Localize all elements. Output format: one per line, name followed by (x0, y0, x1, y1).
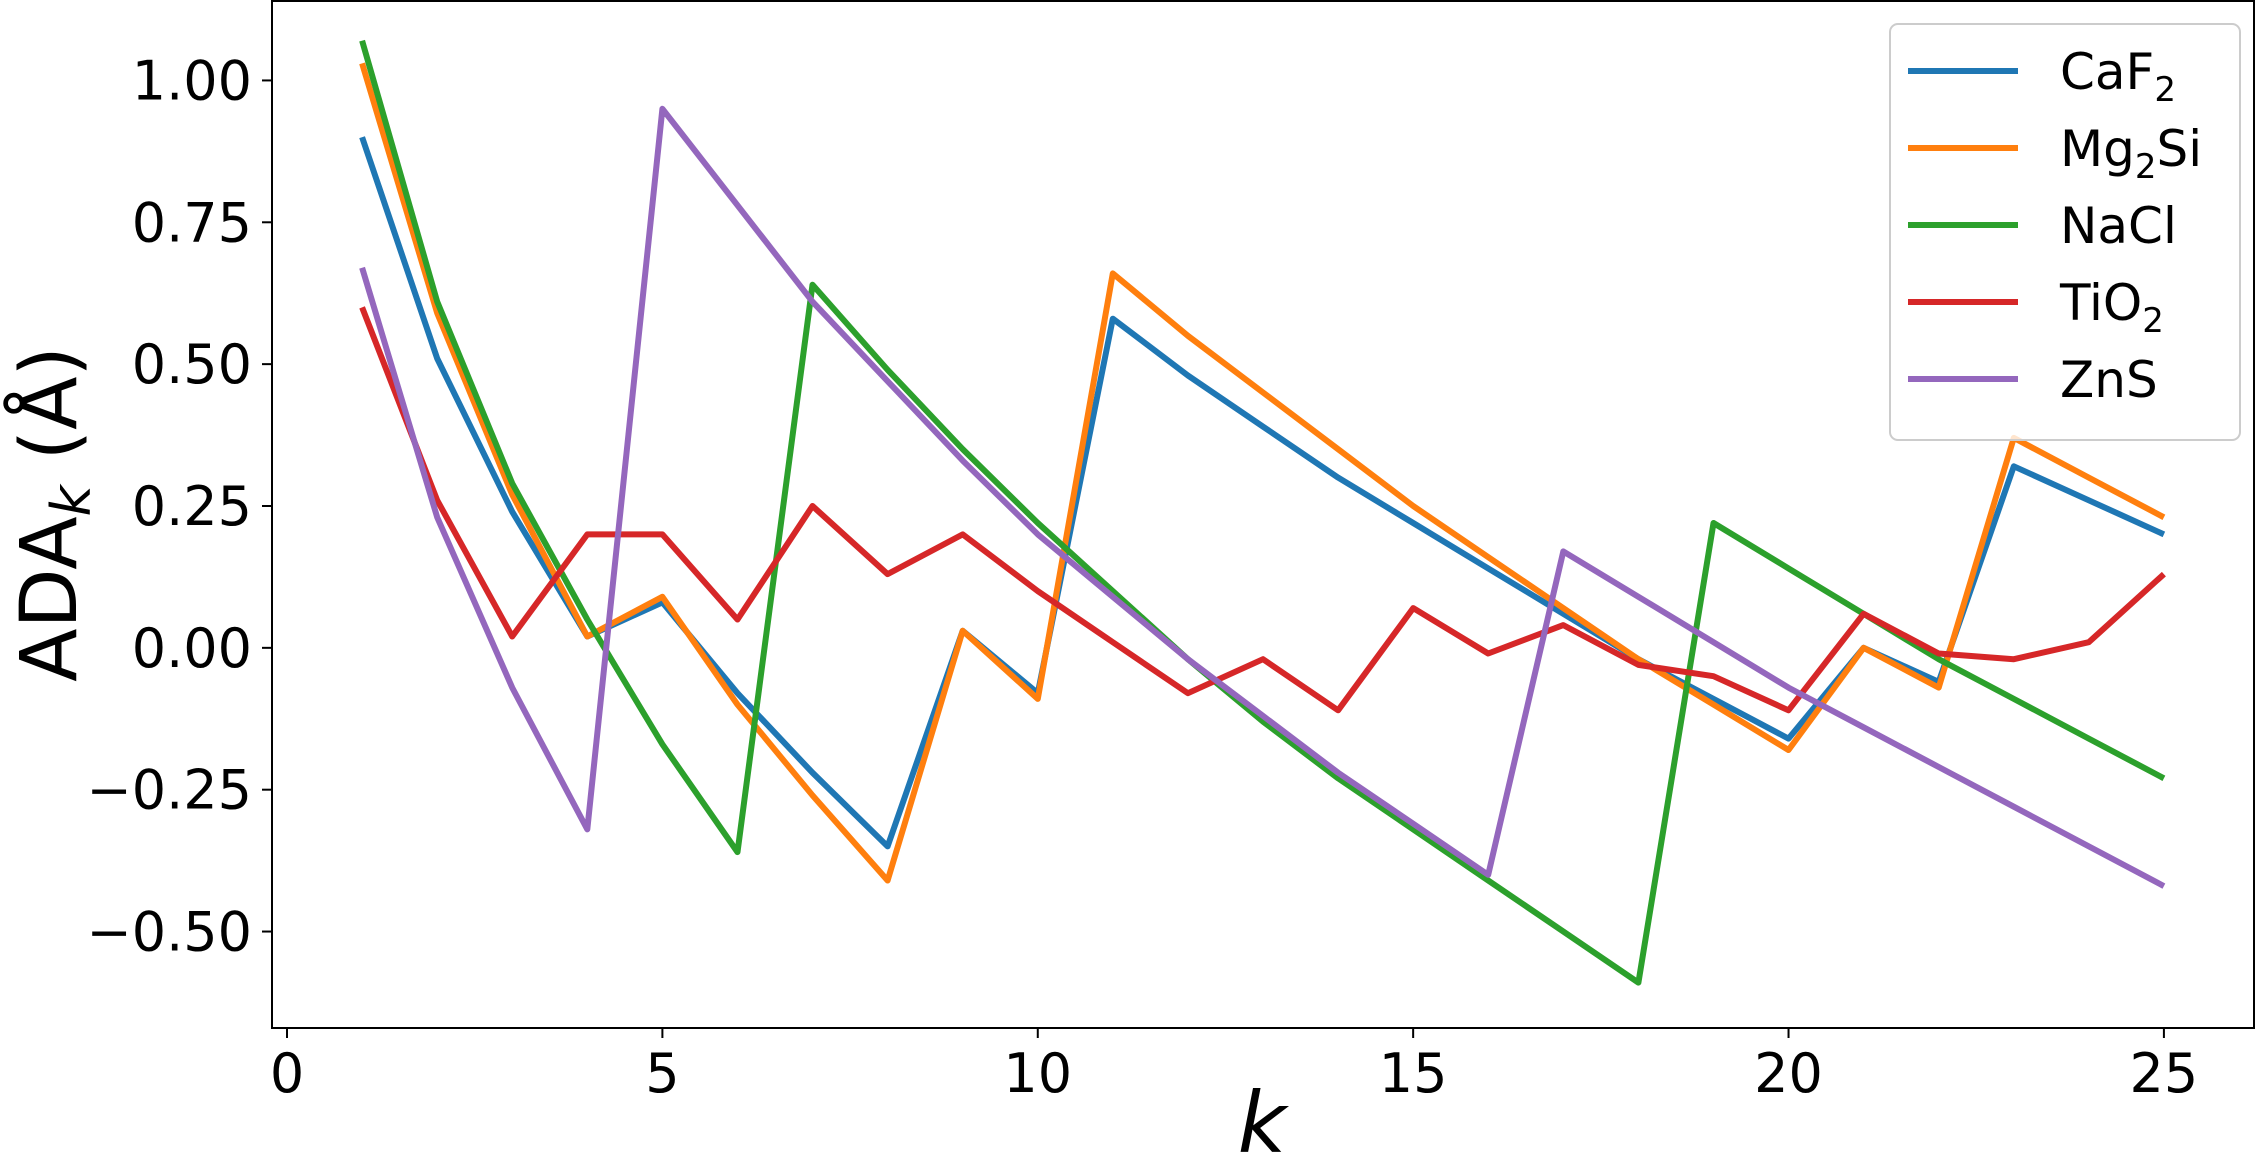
x-tick-label: 10 (1003, 1042, 1072, 1105)
y-axis-label-subscript: k (40, 482, 103, 516)
y-axis: −0.50 −0.25 0.00 0.25 0.50 0.75 1.00 (87, 49, 272, 964)
legend-label-zns: ZnS (2060, 351, 2158, 409)
x-axis: 0 5 10 15 20 25 (270, 1028, 2198, 1105)
legend-label-nacl: NaCl (2060, 197, 2177, 255)
y-tick-label: 0.25 (132, 475, 252, 538)
y-axis-label: ADAk (Å) (3, 346, 103, 682)
legend: CaF2 Mg2Si NaCl TiO2 ZnS (1889, 23, 2241, 441)
y-axis-label-unit: (Å) (3, 346, 95, 485)
y-tick-label: 0.75 (132, 191, 252, 254)
series-line-mg2si (359, 62, 2166, 884)
legend-label-caf2: CaF2 (2060, 43, 2176, 110)
legend-label-tio2: TiO2 (2059, 274, 2164, 341)
y-tick-label: −0.25 (87, 759, 252, 822)
y-tick-label: 1.00 (132, 49, 252, 112)
y-tick-label: 0.00 (132, 617, 252, 680)
x-tick-label: 15 (1379, 1042, 1448, 1105)
y-tick-label: −0.50 (87, 901, 252, 964)
series-layer (359, 39, 2166, 986)
legend-label-mg2si: Mg2Si (2060, 120, 2202, 187)
y-tick-label: 0.50 (132, 333, 252, 396)
x-tick-label: 25 (2130, 1042, 2199, 1105)
x-tick-label: 5 (645, 1042, 679, 1105)
x-tick-label: 0 (270, 1042, 304, 1105)
legend-entries: CaF2 Mg2Si NaCl TiO2 ZnS (1908, 43, 2202, 409)
legend-box (1889, 23, 2241, 441)
plot-area-frame (271, 0, 2255, 1029)
y-axis-label-main: ADA (5, 516, 95, 681)
x-tick-label: 20 (1754, 1042, 1823, 1105)
x-axis-label: k (1238, 1074, 1290, 1156)
series-line-zns (359, 105, 2166, 889)
series-line-tio2 (359, 306, 2166, 714)
